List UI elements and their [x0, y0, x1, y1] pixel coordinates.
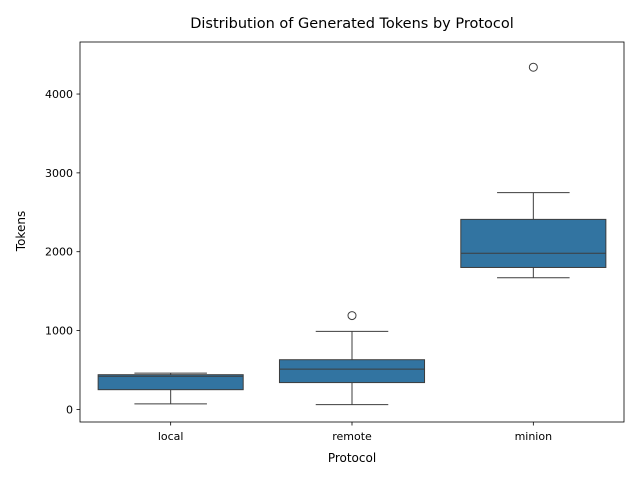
- y-axis-label: Tokens: [14, 211, 28, 252]
- outlier-point: [347, 311, 357, 321]
- y-tick-label: 3000: [45, 167, 73, 180]
- x-tick-label: remote: [332, 430, 372, 443]
- box-remote: [278, 359, 426, 384]
- x-tick-label: minion: [515, 430, 553, 443]
- y-tick-label: 1000: [45, 325, 73, 338]
- box-local: [97, 374, 244, 391]
- box-minion: [460, 218, 607, 268]
- plot-area: 0 1000 2000 3000 4000 local remote minion: [45, 41, 625, 443]
- chart-title: Distribution of Generated Tokens by Prot…: [190, 16, 514, 32]
- y-tick-label: 2000: [45, 246, 73, 259]
- x-axis-label: Protocol: [328, 451, 376, 465]
- x-tick-label: local: [158, 430, 184, 443]
- y-tick-label: 0: [66, 403, 73, 416]
- y-tick-label: 4000: [45, 88, 73, 101]
- outlier-point: [528, 62, 538, 72]
